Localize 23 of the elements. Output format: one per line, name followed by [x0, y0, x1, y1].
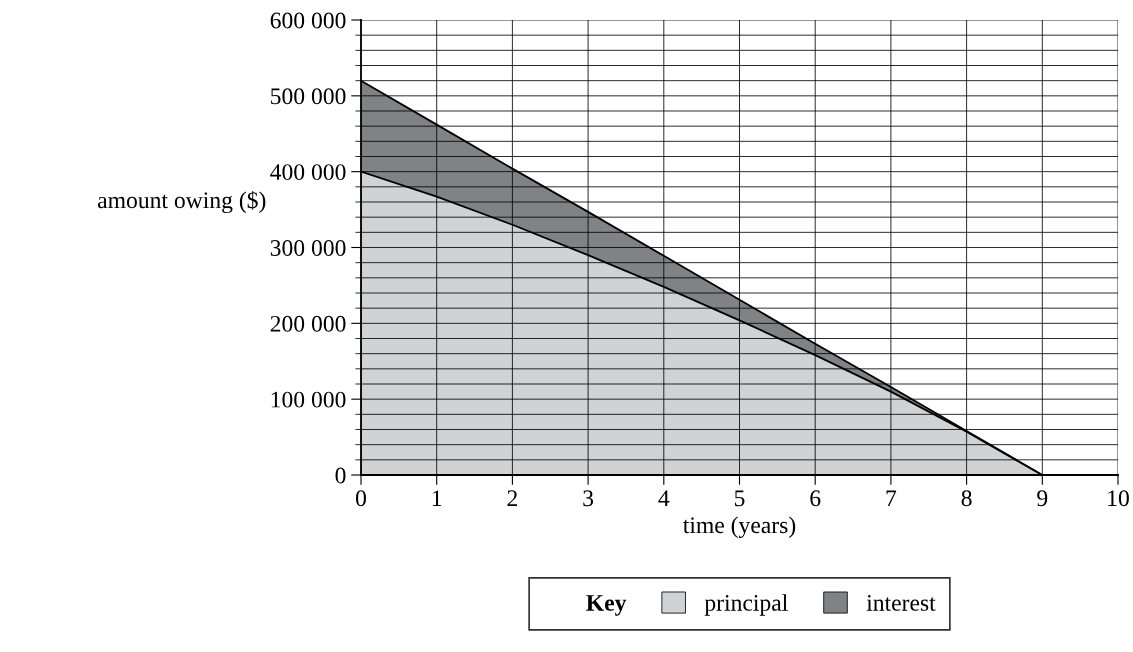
y-tick-label: 0: [335, 467, 346, 484]
x-tick-label: 1: [432, 490, 442, 506]
x-tick-label: 6: [810, 490, 821, 507]
y-tick-label: 200 000: [270, 315, 346, 332]
legend-title: Key: [586, 595, 627, 616]
legend-label: interest: [866, 594, 936, 611]
x-tick-label: 10: [1108, 490, 1129, 507]
x-tick-label: 2: [507, 490, 517, 506]
x-tick-label: 0: [356, 490, 366, 507]
y-axis-title: amount owing ($): [98, 190, 266, 214]
y-tick-label: 400 000: [270, 164, 346, 181]
y-tick-label: 300 000: [270, 239, 346, 256]
x-tick-label: 5: [734, 490, 745, 507]
x-tick-label: 3: [583, 490, 594, 507]
x-axis-title: time (years): [683, 516, 796, 539]
legend-label: principal: [704, 594, 788, 616]
x-tick-label: 4: [658, 490, 670, 506]
y-tick-label: 500 000: [271, 88, 346, 105]
y-tick-label: 100 000: [271, 391, 346, 408]
x-tick-label: 9: [1037, 490, 1048, 507]
x-tick-label: 7: [886, 490, 897, 506]
x-tick-label: 8: [961, 490, 972, 507]
y-tick-label: 600 000: [270, 12, 346, 29]
